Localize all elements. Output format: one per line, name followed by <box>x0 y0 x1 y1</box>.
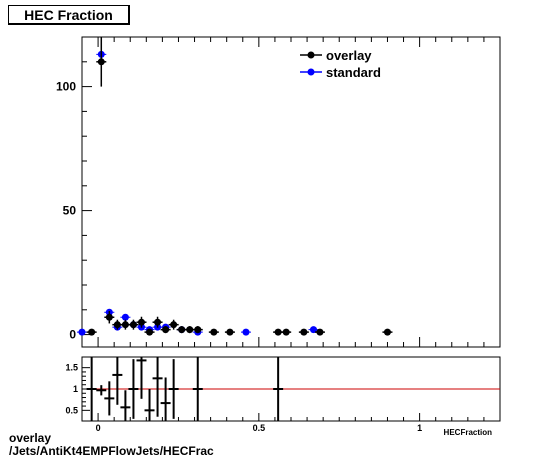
legend-marker-overlay <box>307 51 315 59</box>
overlay-point <box>210 328 218 336</box>
main-plot: 0 50 100 <box>56 36 501 348</box>
overlay-point <box>186 326 194 334</box>
overlay-point <box>274 328 282 336</box>
overlay-point <box>97 58 105 66</box>
overlay-point <box>170 321 178 329</box>
chart-title-box: HEC Fraction <box>8 5 130 25</box>
overlay-point <box>300 328 308 336</box>
caption-line-2: /Jets/AntiKt4EMPFlowJets/HECFrac <box>9 444 214 458</box>
overlay-point <box>129 321 137 329</box>
y-tick-label: 0 <box>69 328 76 342</box>
x-axis-title: HECFraction <box>444 428 493 437</box>
y-tick-label: 100 <box>56 80 76 94</box>
overlay-point <box>88 328 96 336</box>
ratio-x-tick-label: 0 <box>96 423 101 433</box>
caption-line-1: overlay <box>9 431 52 445</box>
caption: overlay /Jets/AntiKt4EMPFlowJets/HECFrac <box>9 432 214 458</box>
legend-label-standard: standard <box>326 65 381 80</box>
ratio-x-tick-label: 0.5 <box>253 423 266 433</box>
overlay-point <box>162 326 170 334</box>
ratio-y-tick-label: 1 <box>73 384 78 394</box>
y-tick-label: 50 <box>63 204 77 218</box>
overlay-point <box>137 318 145 326</box>
overlay-point <box>178 326 186 334</box>
standard-point <box>121 313 129 321</box>
legend-label-overlay: overlay <box>326 48 372 63</box>
plot-frame <box>81 36 501 348</box>
ratio-x-tick-label: 1 <box>417 423 422 433</box>
overlay-point <box>282 328 290 336</box>
chart-title: HEC Fraction <box>24 7 113 23</box>
ratio-y-tick-label: 0.5 <box>65 405 78 415</box>
overlay-point <box>113 321 121 329</box>
standard-point <box>78 328 86 336</box>
overlay-point <box>121 321 129 329</box>
overlay-point <box>226 328 234 336</box>
overlay-point <box>194 326 202 334</box>
overlay-point <box>105 313 113 321</box>
overlay-point <box>146 328 154 336</box>
legend: overlay standard <box>300 48 381 80</box>
standard-point <box>242 328 250 336</box>
overlay-point <box>316 328 324 336</box>
legend-marker-standard <box>307 68 315 76</box>
ratio-plot: 0.5 1 1.5 0 0.5 1 HECFraction <box>65 356 501 437</box>
overlay-point <box>154 318 162 326</box>
ratio-y-tick-label: 1.5 <box>65 363 78 373</box>
overlay-point <box>383 328 391 336</box>
